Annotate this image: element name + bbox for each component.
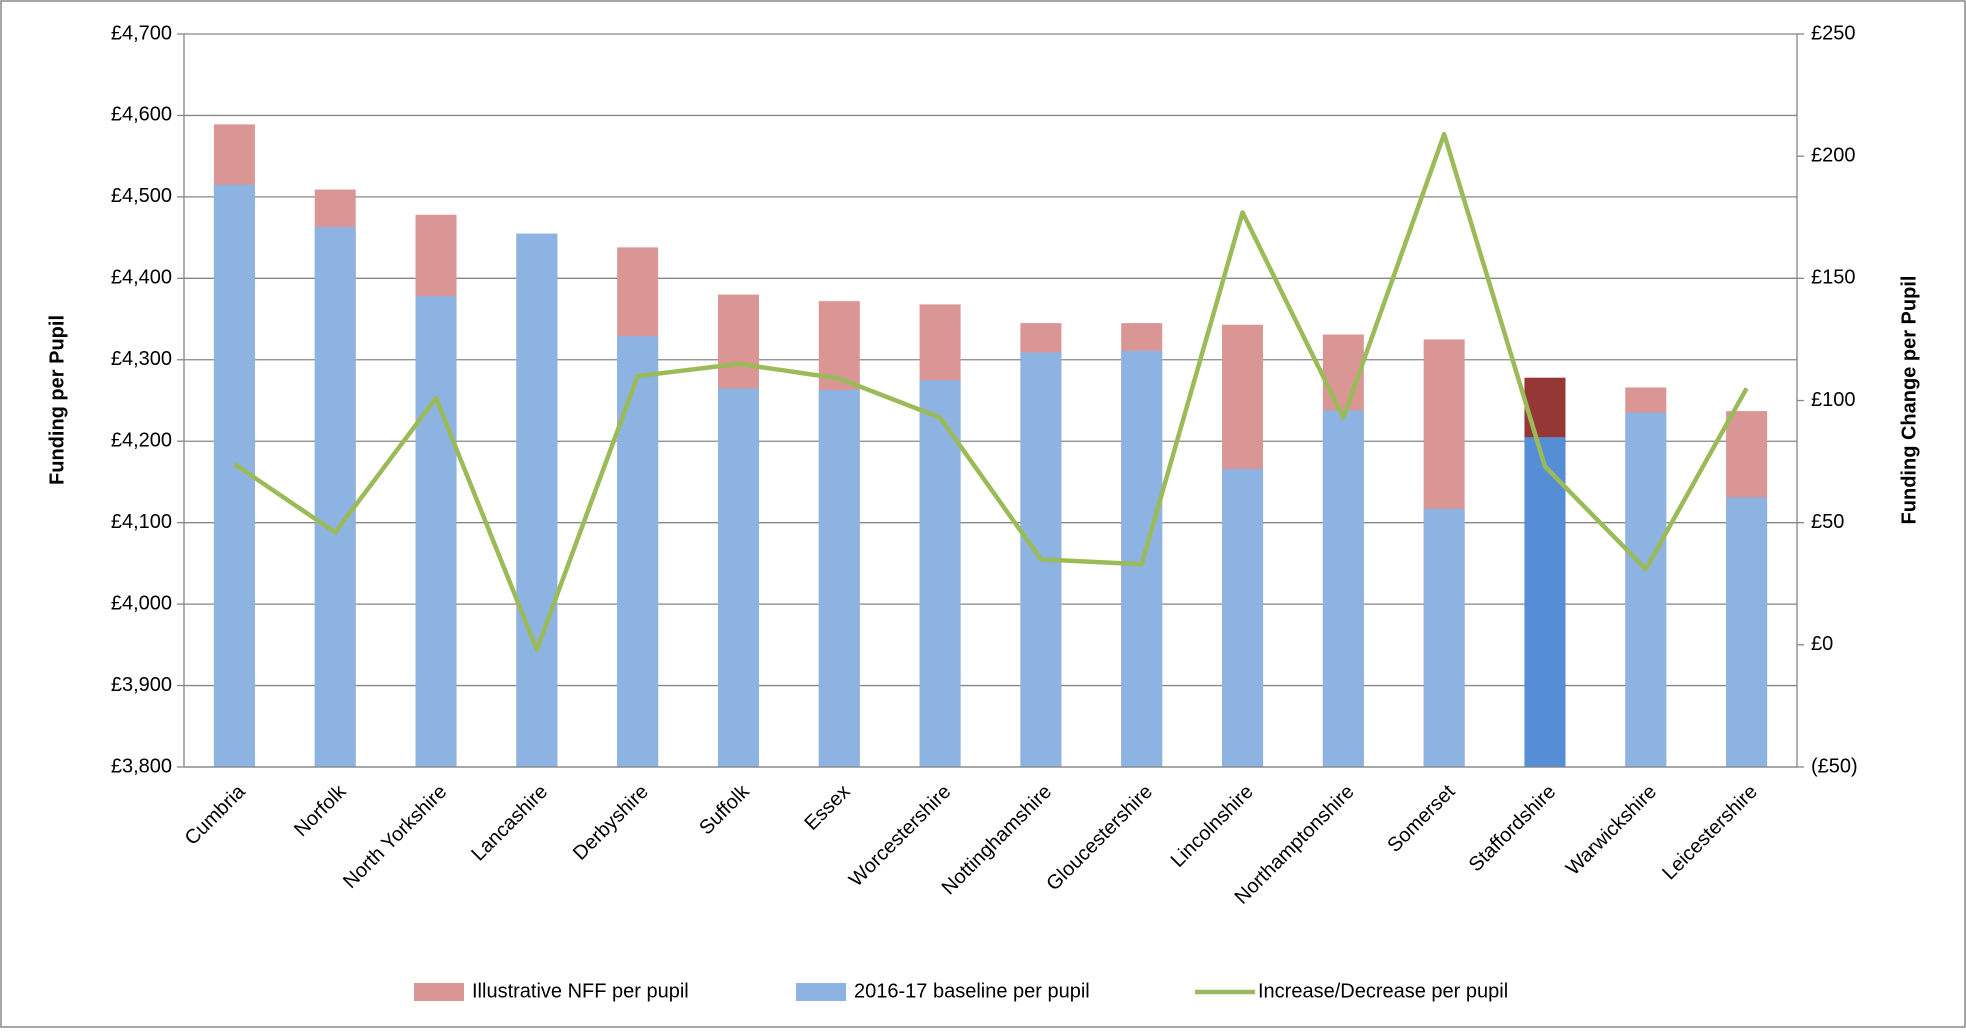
- y-tick-label: £3,800: [111, 755, 172, 777]
- bar: [1524, 437, 1566, 767]
- y-tick-label: £4,100: [111, 511, 172, 533]
- bar: [919, 380, 961, 767]
- y-tick-label: £3,900: [111, 674, 172, 696]
- y-tick-label: £4,700: [111, 22, 172, 44]
- y-tick-label: £4,400: [111, 267, 172, 289]
- bar: [818, 389, 860, 767]
- bar: [1625, 412, 1667, 767]
- legend-label: 2016-17 baseline per pupil: [854, 980, 1090, 1002]
- y-tick-label: £4,000: [111, 592, 172, 614]
- y2-tick-label: £50: [1811, 511, 1844, 533]
- legend-swatch: [414, 983, 464, 1001]
- legend-label: Increase/Decrease per pupil: [1258, 980, 1508, 1002]
- legend-label: Illustrative NFF per pupil: [472, 980, 689, 1002]
- bar: [717, 388, 759, 767]
- bar: [1222, 468, 1264, 767]
- legend-swatch: [796, 983, 846, 1001]
- y-tick-label: £4,500: [111, 185, 172, 207]
- y2-tick-label: (£50): [1811, 755, 1858, 777]
- bar: [314, 227, 356, 768]
- y-axis-title: Funding per Pupil: [46, 315, 68, 485]
- y-tick-label: £4,200: [111, 430, 172, 452]
- y2-axis-title: Funding Change per Pupil: [1898, 276, 1920, 525]
- y-tick-label: £4,300: [111, 348, 172, 370]
- bar: [1423, 508, 1465, 767]
- line: [233, 131, 1749, 652]
- y2-tick-label: £250: [1811, 22, 1856, 44]
- bar: [1726, 497, 1768, 767]
- y-tick-label: £4,600: [111, 104, 172, 126]
- bar: [617, 336, 659, 767]
- bar: [415, 296, 457, 767]
- bar: [1322, 410, 1364, 767]
- bar: [516, 233, 558, 768]
- y2-tick-label: £100: [1811, 389, 1856, 411]
- y2-tick-label: £150: [1811, 267, 1856, 289]
- y2-tick-label: £0: [1811, 633, 1833, 655]
- y2-tick-label: £200: [1811, 144, 1856, 166]
